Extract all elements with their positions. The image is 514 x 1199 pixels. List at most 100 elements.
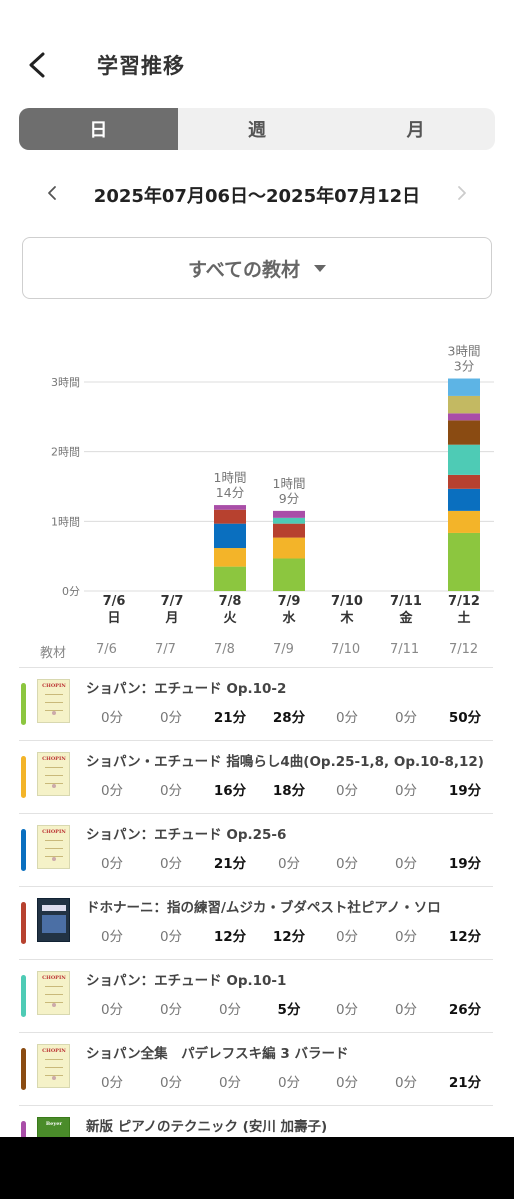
minutes-cell: 0分 [335,929,359,945]
material-select-label: すべての教材 [188,258,300,281]
minutes-cell: 0分 [218,1075,242,1091]
book-cover-title: Beyer [45,1121,63,1127]
book-cover-line [45,1059,63,1060]
bar-segment [448,444,480,475]
bar-segment [214,509,246,524]
date-column-header: 7/8 [214,642,235,657]
bar-segment [448,413,480,421]
material-title: 新版 ピアノのテクニック (安川 加壽子) [86,1119,328,1135]
row-divider [19,740,493,741]
book-cover-line [45,767,63,768]
bar-segment [273,558,305,591]
date-column-header: 7/9 [273,642,294,657]
weekday-label: 木 [339,610,354,626]
minutes-cell: 0分 [335,1002,359,1018]
material-title: ショパン：エチュード Op.10-1 [86,973,287,989]
book-cover-image: CHOPIN [37,971,70,1015]
material-row[interactable]: CHOPIN ショパン・エチュード 指鳴らし4曲(Op.25-1,8, Op.10… [0,740,514,813]
book-cover-image: CHOPIN [37,752,70,796]
book-cover-image [37,898,70,942]
x-tick-label: 7/9 [278,594,301,609]
y-tick-label: 0分 [62,585,80,598]
book-cover-title: CHOPIN [42,683,66,689]
minutes-cell: 0分 [277,856,301,872]
book-cover-title: CHOPIN [42,756,66,762]
material-column-header: 教材 [40,646,67,661]
x-tick-label: 7/11 [390,594,422,609]
book-cover-line [45,783,63,784]
prev-week-button[interactable] [40,180,66,206]
book-cover-line [45,702,63,703]
x-tick-label: 7/7 [161,594,184,609]
material-row[interactable]: CHOPIN ショパン：エチュード Op.10-1 0分 0分 0分 5分 0分 0分 26分 [0,959,514,1032]
book-cover-line [45,848,63,849]
minutes-cell: 0分 [100,1002,124,1018]
material-title: ショパン全集 パデレフスキ編 3 バラード [86,1046,349,1062]
bar-segment [214,548,246,567]
minutes-cell: 0分 [394,710,418,726]
minutes-cell: 0分 [100,856,124,872]
bar-segment [273,510,305,518]
minutes-cell: 16分 [213,783,247,799]
bar-segment [448,420,480,445]
minutes-cell: 28分 [272,710,306,726]
x-tick-label: 7/8 [219,594,242,609]
minutes-cell: 5分 [277,1002,301,1018]
minutes-cell: 0分 [335,710,359,726]
minutes-cell: 0分 [100,710,124,726]
bar-segment [448,474,480,489]
minutes-cell: 0分 [335,783,359,799]
material-select[interactable]: すべての教材 [22,237,492,299]
next-week-button[interactable] [448,180,474,206]
bar-total-label: 9分 [279,491,299,506]
tab-month[interactable]: 月 [406,120,425,141]
material-row[interactable]: CHOPIN ショパン：エチュード Op.10-2 0分 0分 21分 28分 0分 0分 50… [0,667,514,740]
minutes-cell: 0分 [159,783,183,799]
book-cover-emblem [52,784,56,788]
book-cover-emblem [52,857,56,861]
minutes-cell: 0分 [394,856,418,872]
table-header: 教材 7/6 7/7 7/8 7/9 7/10 7/11 7/12 [0,640,514,666]
material-color-stripe [21,902,26,944]
material-row[interactable]: CHOPIN ショパン全集 パデレフスキ編 3 バラード 0分 0分 0分 0分 0分 0分 2… [0,1032,514,1105]
minutes-cell: 12分 [272,929,306,945]
row-divider [19,1032,493,1033]
weekday-label: 月 [164,611,178,626]
material-color-stripe [21,829,26,871]
book-cover-line [45,986,63,987]
book-cover-image: CHOPIN [37,825,70,869]
date-column-header: 7/6 [96,642,117,657]
bar-segment [273,523,305,538]
book-cover-title: CHOPIN [42,829,66,835]
material-title: ショパン：エチュード Op.10-2 [86,681,287,697]
weekday-label: 水 [282,610,296,626]
chevron-left-icon [48,186,56,200]
bar-segment [448,510,480,533]
minutes-cell: 0分 [335,1075,359,1091]
bar-segment [273,517,305,524]
bar-total-label: 1時間 [273,476,306,491]
book-cover-title: CHOPIN [42,975,66,981]
book-cover-line [45,994,63,995]
book-cover-title: CHOPIN [42,1048,66,1054]
date-range-label: 2025年07月06日〜2025年07月12日 [93,186,421,207]
minutes-cell: 21分 [448,1075,482,1091]
date-column-header: 7/10 [331,642,361,657]
minutes-cell: 50分 [448,710,482,726]
book-cover-line [45,775,63,776]
y-tick-label: 2時間 [51,446,80,459]
row-divider [19,667,493,668]
material-row[interactable]: ドホナーニ：指の練習/ムジカ・ブダペスト社ピアノ・ソロ 0分 0分 12分 12分 0分 0… [0,886,514,959]
tab-day[interactable]: 日 [19,108,178,150]
row-divider [19,959,493,960]
minutes-cell: 0分 [100,1075,124,1091]
back-button[interactable] [22,48,56,82]
caret-down-icon [313,264,326,272]
material-row[interactable]: CHOPIN ショパン：エチュード Op.25-6 0分 0分 21分 0分 0分 0分 19分 [0,813,514,886]
book-cover-line [45,710,63,711]
weekday-label: 火 [223,611,237,626]
tab-week[interactable]: 週 [248,120,266,141]
minutes-cell: 0分 [159,1075,183,1091]
book-cover-emblem [52,1003,56,1007]
bar-segment [273,537,305,559]
